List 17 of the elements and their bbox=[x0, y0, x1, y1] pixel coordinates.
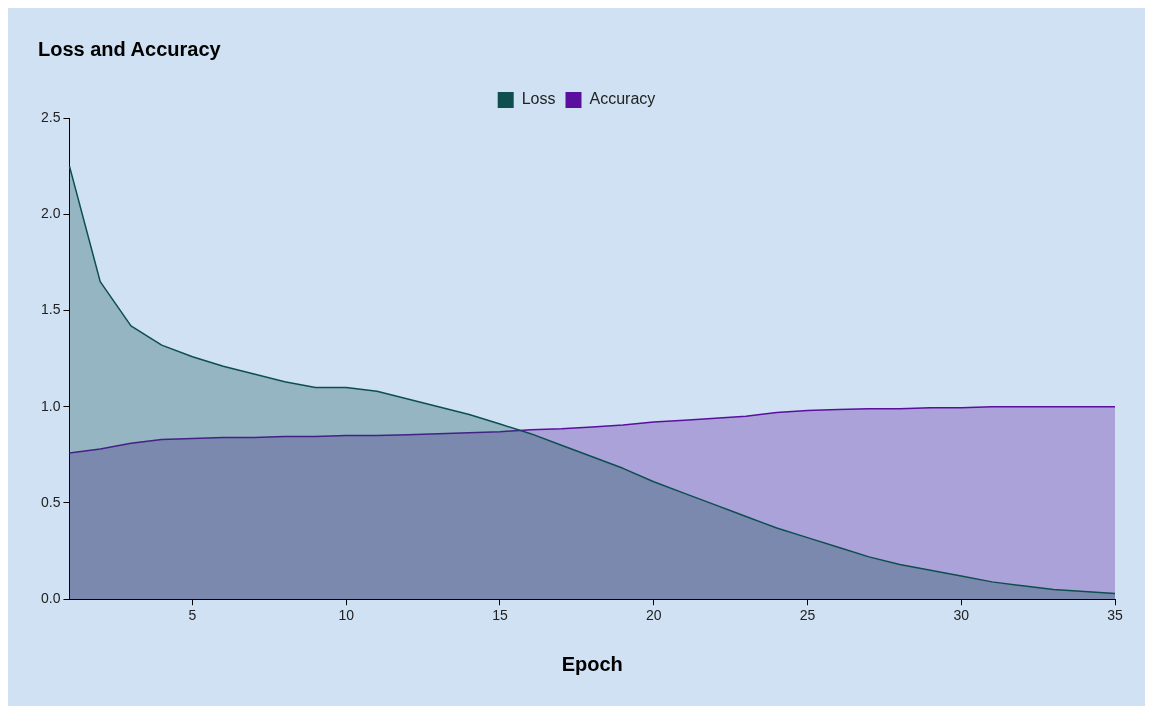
y-tick-label: 1.5 bbox=[40, 301, 61, 318]
x-tick-label: 10 bbox=[338, 607, 355, 624]
legend-label: Accuracy bbox=[589, 90, 656, 108]
x-tick-label: 35 bbox=[1107, 607, 1123, 624]
x-tick-label: 30 bbox=[953, 607, 970, 624]
y-tick-label: 1.0 bbox=[40, 397, 61, 414]
x-tick-label: 20 bbox=[645, 607, 662, 624]
chart-title: Loss and Accuracy bbox=[38, 37, 222, 60]
y-tick-label: 2.5 bbox=[40, 108, 61, 125]
x-tick-label: 15 bbox=[492, 607, 508, 624]
x-tick-label: 5 bbox=[188, 607, 197, 624]
y-tick-label: 0.0 bbox=[40, 590, 61, 607]
x-axis-title: Epoch bbox=[561, 652, 623, 675]
y-tick-label: 2.0 bbox=[40, 205, 61, 222]
y-tick-label: 0.5 bbox=[40, 493, 61, 510]
x-tick-label: 25 bbox=[799, 607, 816, 624]
legend-label: Loss bbox=[521, 90, 556, 108]
